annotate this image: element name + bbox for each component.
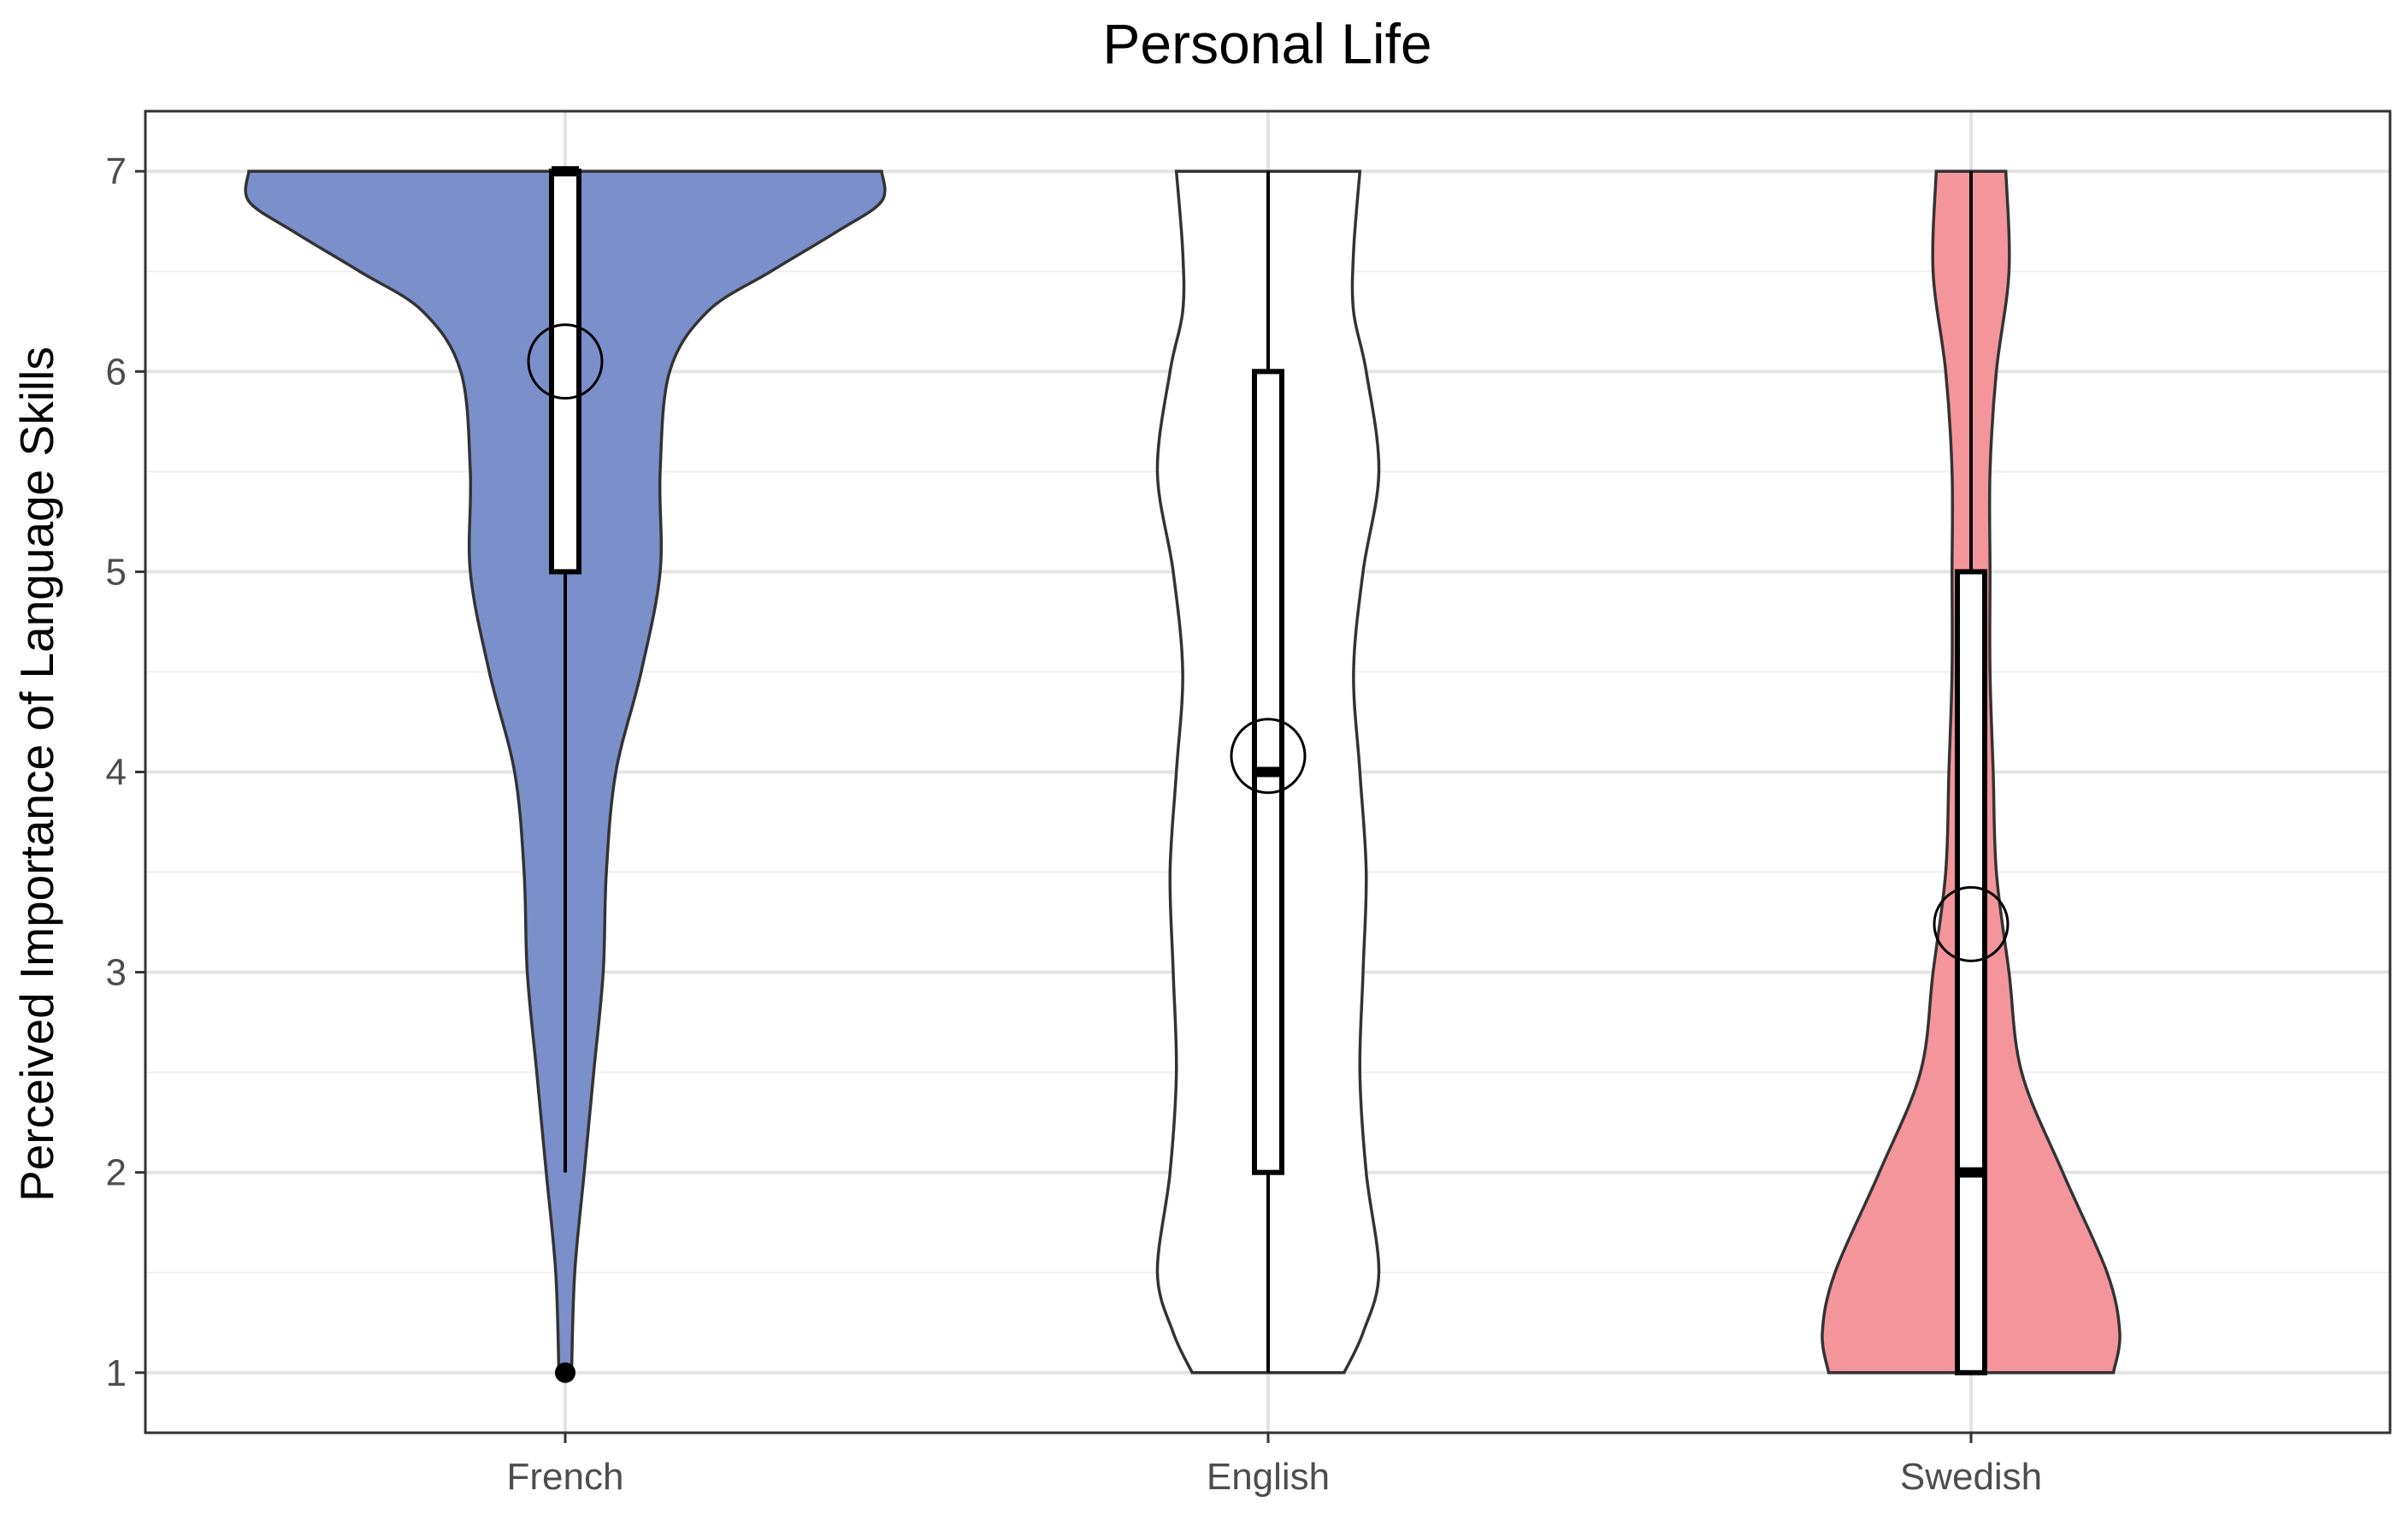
- outlier-point: [555, 1362, 575, 1383]
- panel-border: [144, 109, 2392, 1434]
- boxplots: [527, 166, 2010, 1383]
- chart-title: Personal Life: [1102, 12, 1431, 75]
- x-tick-label: Swedish: [1900, 1456, 2042, 1498]
- y-tick-label: 4: [106, 752, 127, 794]
- axes: 1 2 3 4 5 6 7 French English Swedish: [106, 151, 2043, 1498]
- y-tick-label: 1: [106, 1352, 127, 1394]
- y-tick-label: 2: [106, 1152, 127, 1194]
- box-french: [549, 169, 581, 575]
- y-tick-label: 3: [106, 952, 127, 994]
- y-tick-label: 7: [106, 151, 127, 192]
- y-tick-label: 6: [106, 351, 127, 393]
- x-tick-label: French: [507, 1456, 624, 1498]
- mean-marker-english: [1230, 718, 1307, 795]
- x-tick-label: English: [1207, 1456, 1330, 1498]
- mean-marker-french: [527, 323, 604, 400]
- box-swedish: [1955, 569, 1987, 1375]
- y-axis-title: Perceived Importance of Language Skills: [10, 346, 63, 1202]
- mean-marker-swedish: [1933, 885, 2010, 962]
- y-tick-label: 5: [106, 551, 127, 593]
